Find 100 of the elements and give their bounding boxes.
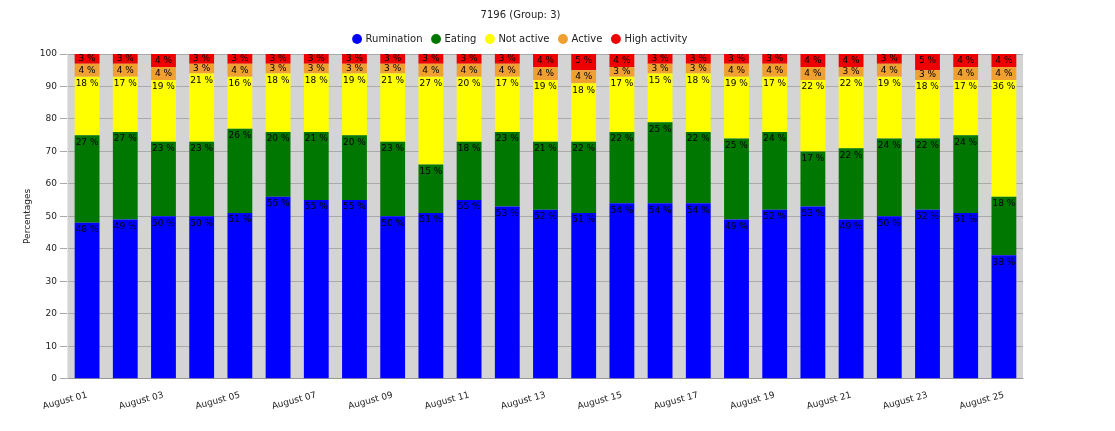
data-label: 4 % (727, 64, 746, 75)
y-tick-label: 10 (45, 340, 58, 351)
data-label: 55 % (457, 201, 481, 212)
data-label: 4 % (804, 67, 822, 78)
bar (456, 200, 482, 379)
data-label: 4 % (995, 54, 1013, 65)
data-label: 3 % (651, 62, 670, 73)
x-tick-label: August 07 (270, 389, 318, 411)
bar (342, 135, 367, 201)
bar (647, 122, 673, 204)
bar (915, 79, 940, 139)
bar (74, 135, 100, 223)
data-label: 20 % (266, 133, 290, 144)
data-label: 17 % (954, 81, 978, 92)
data-label: 23 % (152, 143, 176, 154)
data-label: 22 % (686, 133, 711, 144)
data-label: 52 % (534, 211, 558, 222)
bar (571, 141, 597, 214)
x-tick-label: August 25 (958, 389, 1006, 411)
data-label: 56 % (266, 198, 290, 209)
bar (151, 141, 176, 217)
bar (953, 213, 979, 379)
data-label: 3 % (384, 53, 402, 64)
data-label: 20 % (343, 136, 367, 147)
y-tick-label: 20 (45, 308, 58, 319)
data-label: 4 % (957, 54, 975, 65)
data-label: 5 % (918, 55, 937, 66)
bar (265, 196, 291, 379)
data-label: 19 % (725, 78, 749, 89)
data-label: 4 % (498, 64, 517, 75)
data-label: 4 % (575, 71, 593, 82)
data-label: 52 % (763, 211, 787, 222)
data-label: 3 % (613, 66, 631, 77)
bar (151, 216, 176, 379)
y-tick-label: 80 (45, 113, 58, 124)
y-tick-label: 50 (45, 210, 58, 221)
data-label: 26 % (228, 130, 252, 141)
bar (112, 131, 138, 220)
bar (838, 148, 864, 220)
data-label: 17 % (113, 78, 138, 89)
bar (418, 164, 444, 214)
bar (227, 128, 253, 214)
bar (533, 79, 558, 142)
bar (724, 76, 749, 139)
bar (685, 203, 711, 379)
bar (533, 209, 558, 379)
data-label: 50 % (152, 217, 176, 228)
data-label: 3 % (689, 53, 708, 64)
data-label: 4 % (154, 67, 173, 78)
data-label: 3 % (307, 53, 326, 64)
data-label: 27 % (419, 78, 443, 89)
data-label: 16 % (228, 78, 252, 89)
bar (189, 141, 215, 217)
data-label: 3 % (460, 53, 479, 64)
data-label: 3 % (231, 53, 249, 64)
data-label: 4 % (536, 54, 555, 65)
data-label: 49 % (839, 220, 863, 231)
bar (189, 216, 215, 379)
bar (265, 73, 291, 132)
bar (494, 76, 520, 132)
data-label: 4 % (804, 54, 822, 65)
data-label: 23 % (190, 143, 214, 154)
data-label: 5 % (575, 55, 593, 66)
bar (112, 219, 138, 379)
bar (112, 76, 138, 132)
y-axis-title: Percentages (21, 188, 32, 245)
x-tick-label: August 13 (499, 389, 547, 411)
data-label: 17 % (763, 78, 787, 89)
bar (915, 209, 940, 379)
bar (609, 131, 635, 204)
data-label: 3 % (651, 53, 670, 64)
bar (953, 135, 979, 214)
bar (724, 138, 749, 220)
data-label: 20 % (457, 78, 481, 89)
bar (303, 131, 329, 201)
bar (800, 206, 826, 379)
data-label: 3 % (422, 53, 440, 64)
y-tick-label: 70 (45, 145, 58, 156)
data-label: 17 % (495, 78, 520, 89)
data-label: 4 % (78, 64, 97, 75)
data-label: 3 % (269, 53, 288, 64)
bar (838, 76, 864, 149)
bar (876, 138, 902, 217)
data-label: 4 % (995, 67, 1013, 78)
bar (762, 131, 788, 210)
data-label: 36 % (992, 81, 1016, 92)
data-label: 4 % (536, 67, 555, 78)
data-label: 48 % (75, 224, 99, 235)
data-label: 50 % (877, 217, 902, 228)
y-tick-label: 30 (45, 275, 58, 286)
data-label: 4 % (613, 54, 631, 65)
data-label: 54 % (686, 204, 711, 215)
data-label: 4 % (957, 67, 975, 78)
data-label: 4 % (422, 64, 440, 75)
data-label: 38 % (992, 256, 1016, 267)
data-label: 4 % (766, 64, 784, 75)
data-label: 19 % (152, 81, 176, 92)
bar (418, 76, 444, 165)
x-tick-label: August 03 (117, 389, 165, 411)
data-label: 18 % (992, 198, 1016, 209)
